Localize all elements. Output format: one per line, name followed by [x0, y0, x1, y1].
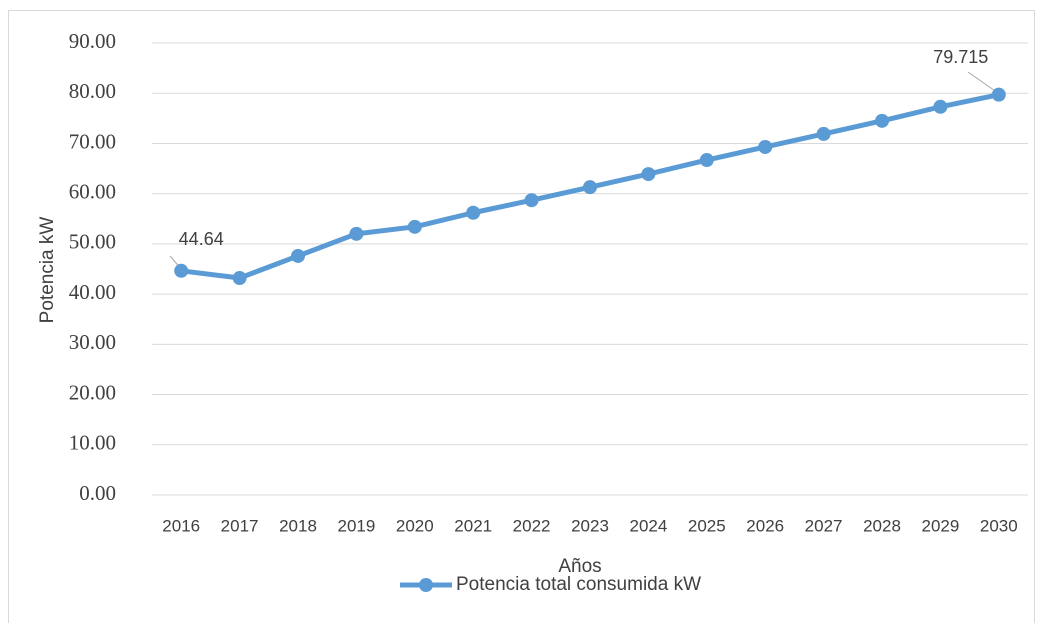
legend-label: Potencia total consumida kW	[456, 574, 701, 595]
data-point	[816, 126, 831, 141]
legend-marker	[419, 578, 433, 592]
data-point	[641, 167, 656, 182]
x-tick-label: 2021	[454, 516, 492, 535]
x-tick-label: 2028	[863, 516, 901, 535]
x-tick-label: 2020	[396, 516, 434, 535]
x-tick-label: 2030	[980, 516, 1018, 535]
y-tick-label: 50.00	[69, 230, 116, 254]
data-point	[875, 113, 889, 128]
y-tick-label: 10.00	[69, 431, 116, 455]
y-tick-label: 20.00	[69, 380, 116, 404]
y-tick-label: 80.00	[69, 79, 116, 103]
y-tick-label: 30.00	[69, 330, 116, 354]
data-point	[291, 248, 305, 263]
data-point	[933, 99, 948, 114]
x-tick-label: 2026	[746, 516, 784, 535]
data-point	[232, 271, 247, 286]
data-point	[524, 193, 539, 208]
data-point	[466, 205, 481, 220]
data-point	[991, 87, 1006, 102]
y-tick-label: 90.00	[69, 29, 116, 53]
data-point	[583, 180, 597, 195]
x-tick-label: 2019	[337, 516, 375, 535]
chart-border	[8, 10, 1035, 623]
data-point	[349, 226, 364, 241]
y-tick-label: 40.00	[69, 280, 116, 304]
x-tick-label: 2023	[571, 516, 609, 535]
data-label: 44.64	[179, 229, 224, 249]
x-tick-label: 2024	[629, 516, 667, 535]
x-tick-label: 2016	[162, 516, 200, 535]
data-point	[699, 153, 714, 168]
data-point	[758, 139, 773, 154]
leader-line	[967, 71, 999, 94]
y-tick-label: 70.00	[69, 129, 116, 153]
x-tick-label: 2018	[279, 516, 317, 535]
y-tick-label: 60.00	[69, 179, 116, 203]
x-tick-label: 2017	[221, 516, 259, 535]
data-label: 79.715	[933, 47, 988, 67]
x-tick-label: 2027	[805, 516, 843, 535]
x-axis-title: Años	[558, 556, 601, 577]
data-point	[174, 263, 189, 278]
y-tick-label: 0.00	[79, 481, 116, 505]
y-axis-title: Potencia kW	[37, 217, 58, 324]
x-tick-label: 2029	[921, 516, 959, 535]
x-tick-label: 2022	[513, 516, 551, 535]
x-tick-label: 2025	[688, 516, 726, 535]
data-point	[407, 219, 422, 234]
